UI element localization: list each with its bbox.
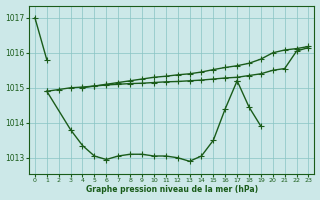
X-axis label: Graphe pression niveau de la mer (hPa): Graphe pression niveau de la mer (hPa) — [86, 185, 258, 194]
